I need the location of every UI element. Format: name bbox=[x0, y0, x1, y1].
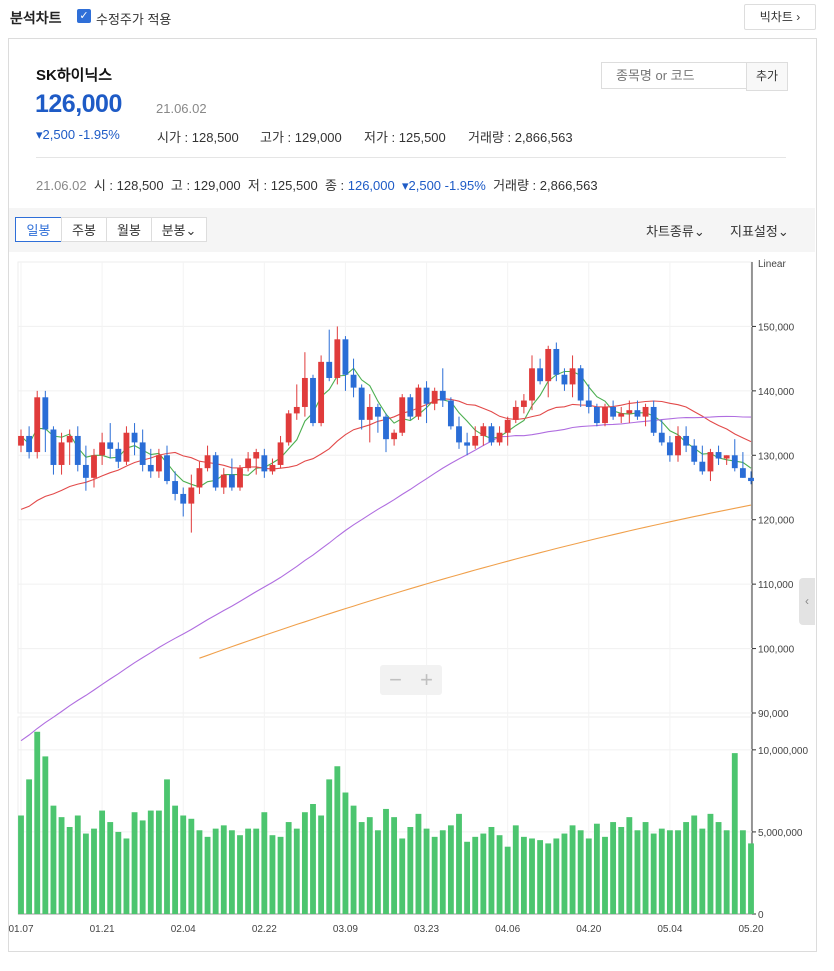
tab-monthly[interactable]: 월봉 bbox=[106, 217, 152, 242]
summary-volume: 2,866,563 bbox=[539, 178, 598, 193]
top-bar: 분석차트 ✓ 수정주가 적용 빅차트 › bbox=[0, 0, 834, 32]
current-price: 126,000 bbox=[35, 90, 122, 118]
page-title: 분석차트 bbox=[10, 10, 62, 26]
chart-type-menu[interactable]: 차트종류⌄ bbox=[646, 224, 705, 239]
low-price: 저가 : 125,500 bbox=[364, 130, 446, 145]
big-chart-button[interactable]: 빅차트 › bbox=[744, 4, 816, 30]
summary-close: 126,000 bbox=[347, 178, 395, 193]
stock-search-input[interactable] bbox=[601, 62, 746, 89]
price-change: ▾2,500 -1.95% bbox=[36, 127, 120, 142]
price-date: 21.06.02 bbox=[156, 101, 207, 116]
open-price: 시가 : 128,500 bbox=[157, 130, 239, 145]
chevron-left-icon: ‹ bbox=[805, 594, 809, 608]
tab-weekly[interactable]: 주봉 bbox=[61, 217, 107, 242]
zoom-out-button[interactable]: − bbox=[389, 667, 402, 692]
summary-date: 21.06.02 bbox=[36, 178, 87, 193]
side-panel-toggle[interactable]: ‹ bbox=[799, 578, 815, 625]
chart-toolbar: 일봉 주봉 월봉 분봉⌄ 차트종류⌄ 지표설정⌄ bbox=[9, 208, 815, 252]
adjust-price-checkbox[interactable]: ✓ bbox=[77, 9, 91, 23]
zoom-control: − + bbox=[380, 665, 442, 695]
trade-volume: 거래량 : 2,866,563 bbox=[468, 130, 573, 145]
high-price: 고가 : 129,000 bbox=[260, 130, 342, 145]
daily-summary: 21.06.02 시 : 128,500 고 : 129,000 저 : 125… bbox=[36, 178, 598, 193]
stock-name: SK하이닉스 bbox=[36, 67, 113, 84]
zoom-in-button[interactable]: + bbox=[420, 667, 433, 692]
tab-minute[interactable]: 분봉⌄ bbox=[151, 217, 207, 242]
add-stock-button[interactable]: 추가 bbox=[746, 62, 788, 91]
summary-open: 128,500 bbox=[116, 178, 164, 193]
summary-low: 125,500 bbox=[270, 178, 318, 193]
header-divider bbox=[36, 157, 786, 158]
indicator-menu[interactable]: 지표설정⌄ bbox=[730, 224, 789, 239]
adjust-price-label[interactable]: 수정주가 적용 bbox=[96, 12, 172, 27]
summary-change: ▾2,500 -1.95% bbox=[401, 178, 486, 193]
tab-daily[interactable]: 일봉 bbox=[15, 217, 62, 242]
summary-high: 129,000 bbox=[193, 178, 241, 193]
